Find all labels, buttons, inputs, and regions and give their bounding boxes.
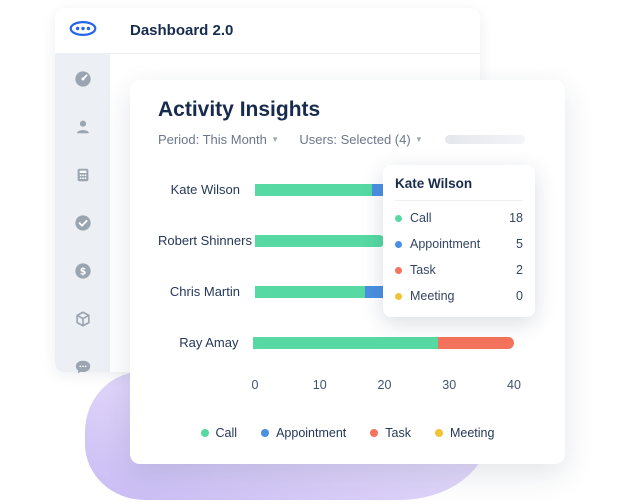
legend-dot xyxy=(261,429,270,437)
tooltip-rows: Call 18 Appointment 5 Task 2 Meeting 0 xyxy=(395,205,523,309)
tooltip-dot xyxy=(395,240,402,248)
users-filter[interactable]: Users: Selected (4) ▾ xyxy=(299,132,421,147)
tooltip-value: 18 xyxy=(509,211,523,225)
bar-segment-call xyxy=(255,234,385,247)
users-filter-label: Users: Selected (4) xyxy=(299,132,411,147)
chat-bubble-icon xyxy=(74,360,92,380)
card-title: Activity Insights xyxy=(158,98,321,121)
bar-segment-call xyxy=(253,336,438,349)
user-icon xyxy=(74,120,92,140)
legend-item-appointment: Appointment xyxy=(261,426,346,440)
legend-dot xyxy=(434,429,443,437)
chevron-down-icon: ▾ xyxy=(272,134,278,144)
sidebar-item-contacts[interactable] xyxy=(74,118,92,136)
legend-item-call: Call xyxy=(200,426,238,440)
x-tick-label: 30 xyxy=(442,378,457,392)
category-label: Chris Martin xyxy=(169,284,240,299)
tooltip-label: Appointment xyxy=(410,237,481,251)
chart-tooltip: Kate Wilson Call 18 Appointment 5 Task 2 Meeti… xyxy=(383,165,535,317)
app-logo[interactable] xyxy=(55,20,110,42)
sidebar-item-products[interactable] xyxy=(74,310,92,328)
svg-text:$: $ xyxy=(79,266,86,277)
dollar-circle-icon: $ xyxy=(74,263,92,284)
legend-label: Appointment xyxy=(276,426,347,440)
tooltip-label: Task xyxy=(410,263,436,277)
sidebar-item-deals[interactable]: $ xyxy=(74,262,92,280)
sidebar-item-tasks[interactable] xyxy=(74,214,92,232)
chart-row: Chris Martin xyxy=(158,266,514,317)
tooltip-value: 2 xyxy=(516,263,523,277)
legend-label: Task xyxy=(385,426,411,440)
cube-icon xyxy=(74,311,92,332)
bar-segment-call xyxy=(255,183,372,196)
chart-row: Robert Shinners xyxy=(158,215,514,266)
filters-row: Period: This Month ▾ Users: Selected (4)… xyxy=(158,132,526,147)
tooltip-row-meeting: Meeting 0 xyxy=(395,283,523,309)
x-tick-label: 10 xyxy=(312,378,327,392)
app-title: Dashboard 2.0 xyxy=(130,22,234,39)
legend-label: Meeting xyxy=(449,426,495,440)
tooltip-dot xyxy=(395,266,402,274)
tooltip-title: Kate Wilson xyxy=(395,176,523,201)
chart-row: Ray Amay xyxy=(158,317,514,368)
logo-icon xyxy=(69,20,97,42)
x-tick-label: 20 xyxy=(377,378,392,392)
bar-chris-martin[interactable] xyxy=(255,285,391,298)
bar-robert-shinners[interactable] xyxy=(255,234,385,247)
bar-segment-task xyxy=(437,336,514,349)
tooltip-dot xyxy=(395,214,402,222)
bar-segment-call xyxy=(255,285,366,298)
legend-item-task: Task xyxy=(370,426,411,440)
x-axis: 0 10 20 30 40 xyxy=(251,378,521,394)
calculator-icon xyxy=(74,168,92,188)
activity-insights-card: Activity Insights Period: This Month ▾ U… xyxy=(130,80,565,464)
chevron-down-icon: ▾ xyxy=(416,134,422,144)
period-filter[interactable]: Period: This Month ▾ xyxy=(158,132,277,147)
check-circle-icon xyxy=(74,215,92,236)
tooltip-row-task: Task 2 xyxy=(395,257,523,283)
tooltip-label: Meeting xyxy=(410,289,455,303)
sidebar-rail: $ xyxy=(55,54,110,374)
x-tick-label: 40 xyxy=(507,378,521,392)
gauge-icon xyxy=(74,71,92,92)
chart-legend: Call Appointment Task Meeting xyxy=(130,426,565,440)
tooltip-dot xyxy=(395,292,402,300)
tooltip-value: 0 xyxy=(516,289,523,303)
bar-ray-amay[interactable] xyxy=(253,336,514,349)
legend-label: Call xyxy=(215,426,238,440)
legend-item-meeting: Meeting xyxy=(434,426,495,440)
category-label: Robert Shinners xyxy=(158,233,252,248)
period-filter-label: Period: This Month xyxy=(158,132,267,147)
sidebar-item-chat[interactable] xyxy=(74,358,92,376)
tooltip-label: Call xyxy=(410,211,432,225)
tooltip-row-call: Call 18 xyxy=(395,205,523,231)
tooltip-value: 5 xyxy=(516,237,523,251)
legend-dot xyxy=(370,429,379,437)
tooltip-row-appointment: Appointment 5 xyxy=(395,231,523,257)
sidebar-item-dashboard[interactable] xyxy=(74,70,92,88)
x-tick-label: 0 xyxy=(251,378,259,392)
category-label: Kate Wilson xyxy=(170,182,240,197)
category-label: Ray Amay xyxy=(179,335,239,350)
app-header: Dashboard 2.0 xyxy=(55,8,480,54)
sidebar-item-calculator[interactable] xyxy=(74,166,92,184)
chart: Kate Wilson Robert Shinners Chris Martin Ra… xyxy=(158,164,514,368)
legend-dot xyxy=(200,429,209,437)
skeleton-pill xyxy=(445,135,526,144)
